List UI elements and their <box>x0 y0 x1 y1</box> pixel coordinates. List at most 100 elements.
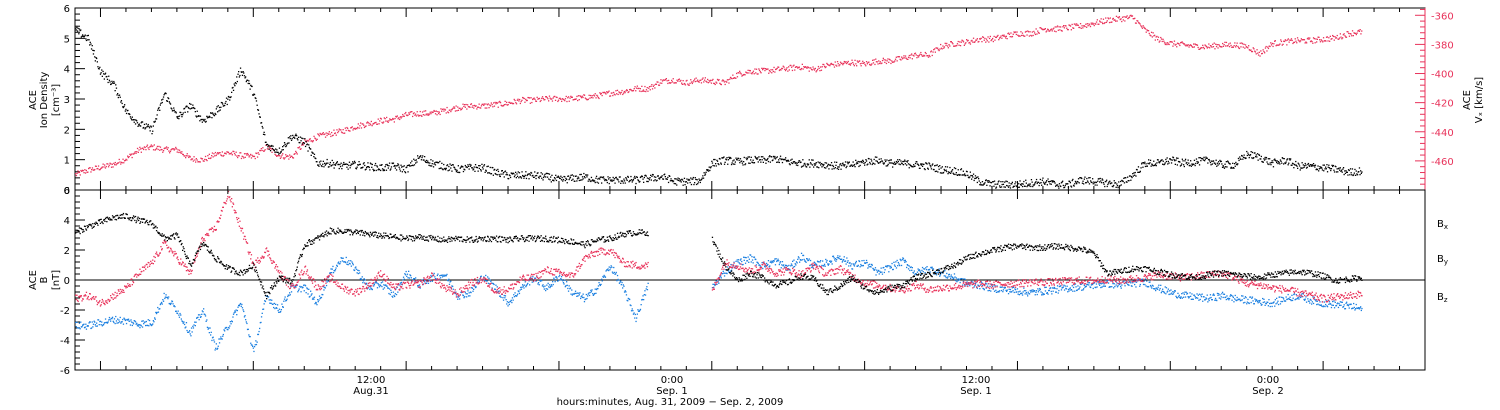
density-point <box>978 180 980 182</box>
by-point <box>424 281 426 283</box>
density-point <box>999 186 1001 188</box>
vx-point <box>1158 41 1160 43</box>
density-point <box>486 165 488 168</box>
density-point <box>844 161 847 163</box>
vx-point <box>417 114 419 116</box>
top-right-tick-label: -380 <box>1431 40 1454 51</box>
vx-point <box>495 103 497 105</box>
by-point <box>393 294 395 297</box>
by-point <box>83 323 85 325</box>
by-point <box>511 297 514 299</box>
by-point <box>364 279 366 281</box>
vx-point <box>530 97 532 99</box>
density-point <box>1349 174 1351 176</box>
by-point <box>246 322 248 325</box>
density-point <box>1156 162 1158 164</box>
density-point <box>587 180 589 182</box>
density-point <box>755 157 757 159</box>
vx-point <box>1121 20 1123 23</box>
density-point <box>871 163 873 166</box>
by-point <box>173 305 175 307</box>
density-point <box>753 162 756 164</box>
vx-point <box>399 116 402 118</box>
density-point <box>656 179 658 181</box>
vx-point <box>568 100 570 102</box>
vx-point <box>549 97 551 99</box>
density-point <box>685 181 687 183</box>
density-point <box>587 174 589 176</box>
vx-point <box>716 78 719 81</box>
by-point <box>795 261 798 263</box>
by-point <box>602 275 604 278</box>
density-point <box>1019 180 1021 182</box>
vx-point <box>1189 44 1192 46</box>
vx-point <box>907 56 910 58</box>
density-point <box>97 66 99 68</box>
by-point <box>557 280 559 282</box>
vx-point <box>807 66 809 68</box>
by-point <box>101 321 103 323</box>
density-point <box>539 175 541 177</box>
vx-point <box>324 136 327 138</box>
vx-point <box>814 67 816 70</box>
by-point <box>529 277 531 279</box>
density-point <box>403 165 405 167</box>
density-point <box>1234 163 1236 165</box>
by-point <box>427 280 429 282</box>
density-point <box>1219 159 1221 162</box>
vx-point <box>1088 23 1090 25</box>
density-point <box>343 163 345 166</box>
by-point <box>163 292 165 295</box>
vx-point <box>731 78 733 80</box>
vx-point <box>1274 40 1276 42</box>
vx-point <box>1333 39 1335 41</box>
by-point <box>473 288 475 290</box>
by-point <box>792 260 794 262</box>
vx-point <box>979 38 981 40</box>
density-point <box>702 177 705 179</box>
vx-point <box>1180 41 1182 44</box>
vx-point <box>1032 34 1034 37</box>
by-point <box>837 255 839 257</box>
by-point <box>204 315 207 317</box>
by-point <box>520 288 523 290</box>
bottom-left-tick-label: -6 <box>60 366 70 377</box>
by-point <box>97 319 100 321</box>
density-point <box>1049 180 1052 182</box>
vx-point <box>447 112 450 114</box>
vx-point <box>680 79 682 82</box>
by-point <box>348 260 350 262</box>
by-point <box>615 273 617 275</box>
vx-point <box>1077 24 1079 26</box>
vx-point <box>1157 39 1159 41</box>
by-point <box>199 316 202 318</box>
density-point <box>714 158 716 161</box>
density-point <box>1149 159 1152 161</box>
density-point <box>1276 161 1278 164</box>
density-point <box>1332 165 1334 168</box>
by-point <box>103 323 105 326</box>
by-point <box>598 282 600 284</box>
by-point <box>546 288 549 290</box>
density-point <box>523 175 526 178</box>
density-point <box>1197 161 1199 163</box>
vx-point <box>1246 46 1248 48</box>
density-point <box>1102 182 1105 184</box>
vx-point <box>167 147 169 149</box>
vx-point <box>473 107 475 109</box>
by-point <box>478 279 480 281</box>
vx-point <box>1227 45 1229 47</box>
vx-point <box>923 54 925 56</box>
by-point <box>586 297 588 300</box>
vx-point <box>288 158 290 160</box>
by-point <box>855 260 857 263</box>
density-point <box>537 176 540 178</box>
vx-point <box>982 36 984 38</box>
density-point <box>756 158 758 160</box>
by-point <box>214 349 216 351</box>
by-point <box>235 309 237 311</box>
vx-point <box>237 156 239 159</box>
density-point <box>1133 172 1135 174</box>
vx-point <box>781 67 784 70</box>
vx-point <box>812 66 814 68</box>
